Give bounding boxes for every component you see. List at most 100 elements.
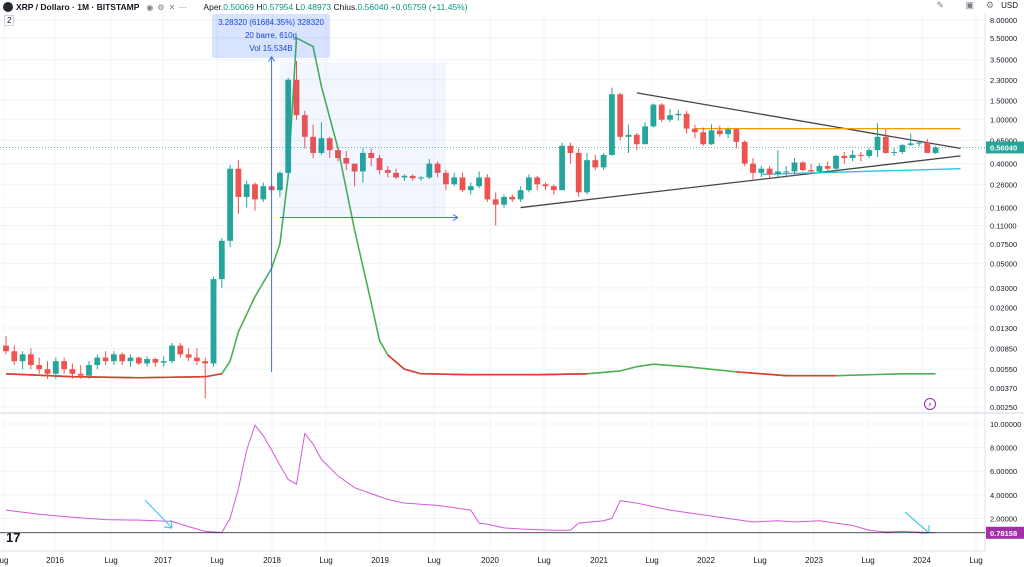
time-tick-label: 2018 [263,556,281,565]
candle-body [443,172,449,185]
candle-body [418,177,424,179]
candle-body [882,136,889,153]
candle-body [434,163,441,173]
candle-body [409,175,416,179]
candle-body [384,170,391,173]
currency-label[interactable]: USD [1001,1,1018,10]
measure-arrowhead [268,56,275,62]
symbol-title[interactable]: XRP / Dollaro · 1M · BITSTAMP [16,2,140,12]
candle-body [700,132,707,145]
time-tick-label: 2024 [913,556,931,565]
more-icon[interactable]: ⋯ [178,2,187,12]
price-tick-label: 0.16000 [990,204,1017,213]
candle-body [135,357,142,364]
candle-body [716,130,723,135]
price-tick-label: 0.00250 [990,403,1017,412]
candle-body [185,354,192,358]
candle-body [617,94,624,137]
price-tick-label: 0.05000 [990,259,1017,268]
candle-body [335,150,341,158]
time-tick-label: 2019 [371,556,389,565]
candle-body [194,357,200,362]
candle-body [19,354,26,362]
eye-icon[interactable]: ◉ [146,2,154,12]
candle-body [526,177,532,191]
candle-body [218,240,225,280]
candle-body [260,186,267,200]
candle-body [667,115,673,120]
candle-body [86,365,92,376]
price-tick-label: 0.03000 [990,284,1017,293]
candle-body [816,166,823,172]
price-tick-label: 0.07500 [990,240,1017,249]
candle-body [733,129,740,142]
price-tick-label: 2.30000 [990,76,1017,85]
candle-body [77,373,84,376]
candle-body [318,138,325,153]
triangle-lower-trendline [520,155,961,209]
tradingview-logo-icon: 17 [6,530,21,545]
candle-body [310,136,316,153]
price-tick-label: 1.50000 [990,96,1017,105]
price-tick-label: 0.65000 [990,136,1017,145]
time-tick-label: Lug [104,556,117,565]
candle-body [633,134,640,145]
price-tick-label: 0.00850 [990,344,1017,353]
candle-body [534,177,541,185]
candle-body [467,186,474,191]
candle-body [252,184,258,200]
candle-body [285,79,292,173]
last-price-badge [986,141,1024,154]
candle-body [891,151,897,153]
indicator-count-toggle[interactable]: 2 [4,15,15,26]
moving-average-line [5,36,936,379]
oscillator-line [5,424,936,534]
candle-body [833,155,839,169]
flash-icon [924,398,936,410]
settings-icon[interactable]: ⚙ [157,2,165,12]
candle-body [277,172,283,191]
triangle-upper-trendline [636,92,961,150]
price-tick-label: 8.00000 [990,16,1017,25]
candle-body [127,357,134,362]
xrp-logo-icon [3,2,13,12]
candle-body [476,177,482,187]
candle-body [301,115,308,137]
cursor-icon[interactable]: ✎ [936,0,944,10]
candle-body [293,79,300,116]
last-price-value: 0.56040 [990,143,1017,152]
candle-body [111,354,117,362]
candle-body [692,128,698,133]
candle-body [94,357,101,366]
price-tick-label: 0.26000 [990,180,1017,189]
close-icon[interactable]: ✕ [168,2,176,12]
candle-body [393,172,399,178]
candle-body [509,196,516,200]
candle-body [849,154,856,158]
candle-body [559,145,565,191]
moving-average-down-segment [5,372,222,379]
candle-body [3,345,9,352]
time-tick-label: Lug [969,556,982,565]
price-tick-label: 0.01300 [990,324,1017,333]
candle-body [451,177,458,185]
chart-header: XRP / Dollaro · 1M · BITSTAMP ◉ ⚙ ✕ ⋯ Ap… [0,0,468,14]
candle-body [775,171,781,175]
candle-body [492,199,499,205]
time-tick-label: 2020 [481,556,499,565]
candle-body [750,163,756,173]
gear-icon[interactable]: ⚙ [985,0,994,10]
candle-body [799,162,806,171]
candle-body [642,126,648,145]
candle-body [708,130,715,145]
measure-arrowhead [452,214,459,221]
moving-average-down-segment [736,371,836,377]
time-tick-label: Lug [210,556,223,565]
candle-body [517,190,524,200]
layout-icon[interactable]: ▣ [965,0,974,10]
time-tick-label: Lug [537,556,550,565]
price-tick-label: 0.00550 [990,365,1017,374]
moving-average-down-segment [387,354,588,376]
candle-body [177,345,184,355]
